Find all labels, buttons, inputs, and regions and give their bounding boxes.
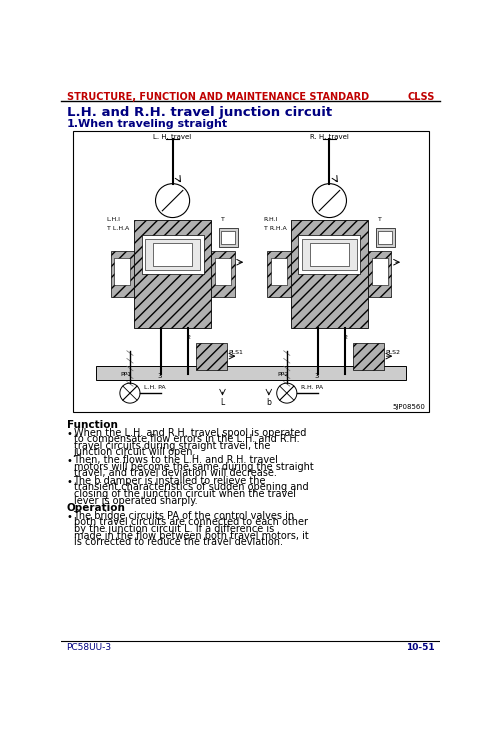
Bar (267, 251, 290, 297)
Text: junction circuit will open.: junction circuit will open. (73, 448, 196, 457)
Bar (290, 220, 367, 328)
Bar (195, 343, 226, 370)
Bar (215, 259, 230, 285)
Text: •: • (66, 429, 72, 439)
Text: both travel circuits are connected to each other: both travel circuits are connected to ea… (73, 517, 307, 528)
Text: motors will become the same during the straight: motors will become the same during the s… (73, 462, 313, 472)
Text: lever is operated sharply.: lever is operated sharply. (73, 495, 197, 506)
Text: 3: 3 (313, 373, 318, 379)
Text: •: • (66, 512, 72, 522)
Text: b: b (266, 398, 271, 406)
Text: T R.H.A: T R.H.A (263, 226, 285, 231)
Text: The b damper is installed to relieve the: The b damper is installed to relieve the (73, 476, 265, 486)
Text: 3: 3 (157, 373, 161, 379)
Text: Function: Function (66, 420, 117, 430)
Bar (142, 235, 203, 273)
Text: L. H. travel: L. H. travel (153, 135, 191, 140)
Text: by the junction circuit L. If a difference is: by the junction circuit L. If a differen… (73, 524, 273, 534)
Bar (96, 366, 405, 380)
Text: L.H.I: L.H.I (106, 218, 121, 223)
Text: STRUCTURE, FUNCTION AND MAINTENANCE STANDARD: STRUCTURE, FUNCTION AND MAINTENANCE STAN… (66, 92, 368, 101)
Text: travel, and travel deviation will decrease.: travel, and travel deviation will decrea… (73, 468, 276, 478)
Text: R.H.I: R.H.I (263, 218, 278, 223)
Text: 1.: 1. (66, 119, 79, 129)
Text: 10-51: 10-51 (405, 643, 434, 653)
Text: The bridge circuits PA of the control valves in: The bridge circuits PA of the control va… (73, 511, 294, 521)
Text: 2: 2 (343, 335, 346, 340)
Text: •: • (66, 477, 72, 487)
Bar (371, 259, 387, 285)
Bar (352, 343, 383, 370)
Bar (375, 228, 394, 247)
Bar (110, 251, 134, 297)
Bar (145, 239, 199, 270)
Text: R. H. travel: R. H. travel (309, 135, 348, 140)
Text: is corrected to reduce the travel deviation.: is corrected to reduce the travel deviat… (73, 537, 282, 547)
Text: PC58UU-3: PC58UU-3 (66, 643, 111, 653)
Text: travel circuits during straight travel, the: travel circuits during straight travel, … (73, 441, 269, 451)
Text: closing of the junction circuit when the travel: closing of the junction circuit when the… (73, 489, 295, 499)
Bar (96, 366, 405, 380)
Bar (367, 251, 390, 297)
Bar (302, 239, 356, 270)
Text: T L.H.A: T L.H.A (106, 226, 129, 231)
Bar (378, 231, 391, 244)
Bar (211, 251, 234, 297)
Bar (298, 235, 360, 273)
Text: PP1: PP1 (121, 372, 131, 377)
Text: made in the flow between both travel motors, it: made in the flow between both travel mot… (73, 531, 307, 540)
Bar (134, 220, 211, 328)
Text: L: L (220, 398, 224, 406)
Text: transient characteristics of sudden opening and: transient characteristics of sudden open… (73, 482, 307, 492)
Text: T: T (221, 218, 225, 223)
Text: 2: 2 (186, 335, 190, 340)
Bar (271, 259, 286, 285)
Text: Operation: Operation (66, 503, 125, 513)
Text: When traveling straight: When traveling straight (78, 119, 227, 129)
Text: L.H. and R.H. travel junction circuit: L.H. and R.H. travel junction circuit (66, 107, 331, 119)
Text: •: • (66, 456, 72, 466)
Text: PLS2: PLS2 (385, 350, 399, 355)
Bar (153, 243, 192, 266)
Text: PLS1: PLS1 (228, 350, 243, 355)
Text: CLSS: CLSS (407, 92, 434, 101)
Bar (219, 228, 238, 247)
Text: Then, the flows to the L.H. and R.H. travel: Then, the flows to the L.H. and R.H. tra… (73, 455, 278, 465)
Text: T: T (378, 218, 381, 223)
Bar (221, 231, 235, 244)
Text: 5JP08560: 5JP08560 (392, 404, 425, 410)
Bar (114, 259, 130, 285)
Text: When the L.H. and R.H. travel spool is operated: When the L.H. and R.H. travel spool is o… (73, 428, 305, 438)
Text: R.H. PA: R.H. PA (300, 385, 322, 390)
Text: L.H. PA: L.H. PA (143, 385, 165, 390)
Bar (73, 132, 428, 412)
Bar (309, 243, 348, 266)
Text: to compensate flow errors in the L.H. and R.H.: to compensate flow errors in the L.H. an… (73, 434, 299, 445)
Text: PP2: PP2 (277, 372, 288, 377)
